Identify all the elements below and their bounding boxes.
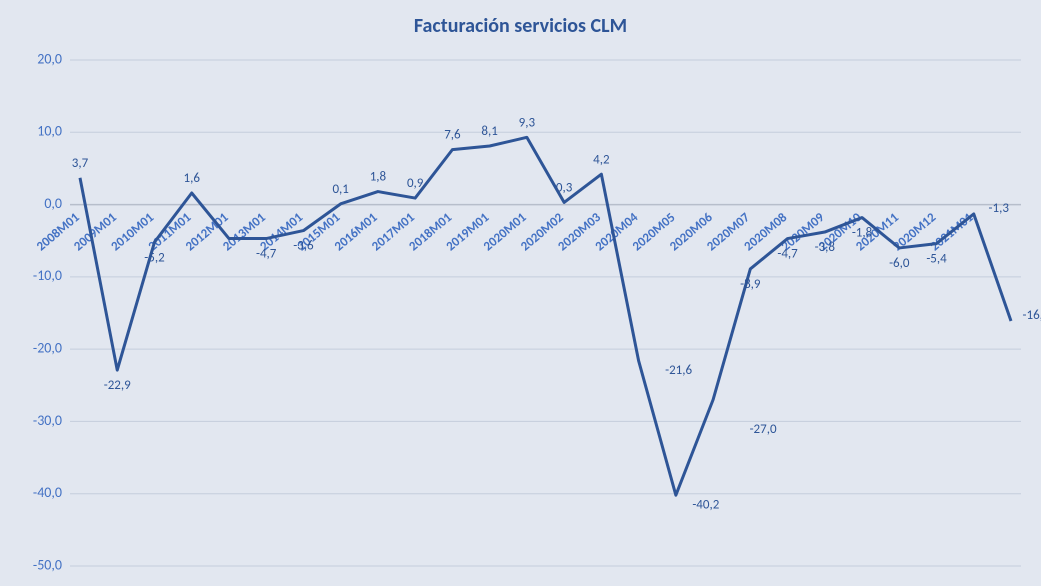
chart-title: Facturación servicios CLM xyxy=(414,14,627,38)
data-label: 8,1 xyxy=(481,124,497,139)
data-label: -16,1 xyxy=(1023,308,1041,323)
y-tick-label: -10,0 xyxy=(33,267,62,284)
data-label: 0,3 xyxy=(556,181,573,196)
data-label: -5,4 xyxy=(926,252,947,267)
data-label: 1,6 xyxy=(184,171,201,186)
y-tick-label: -20,0 xyxy=(33,339,62,356)
y-tick-label: -50,0 xyxy=(33,556,62,573)
data-label: -40,2 xyxy=(692,497,719,512)
data-label: -5,2 xyxy=(144,250,165,265)
chart-background xyxy=(0,0,1041,586)
data-label: -4,7 xyxy=(777,247,798,262)
data-label: 1,8 xyxy=(370,170,387,185)
chart-svg: 20,010,00,0-10,0-20,0-30,0-40,0-50,02008… xyxy=(0,0,1041,586)
data-label: -21,6 xyxy=(665,363,692,378)
line-chart: 20,010,00,0-10,0-20,0-30,0-40,0-50,02008… xyxy=(0,0,1041,586)
y-tick-label: 0,0 xyxy=(44,195,62,212)
data-label: -8,9 xyxy=(740,277,761,292)
data-label: 0,9 xyxy=(407,176,424,191)
y-tick-label: 20,0 xyxy=(37,50,62,67)
data-label: 0,1 xyxy=(332,182,348,197)
data-label: -3,6 xyxy=(293,239,314,254)
data-label: -1,3 xyxy=(989,201,1010,216)
data-label: 3,7 xyxy=(72,156,89,171)
data-label: -3,8 xyxy=(815,240,836,255)
data-label: 7,6 xyxy=(444,128,461,143)
y-tick-label: -30,0 xyxy=(33,412,62,429)
data-label: 4,2 xyxy=(593,152,610,167)
data-label: 9,3 xyxy=(519,115,536,130)
data-label: -22,9 xyxy=(104,378,131,393)
y-tick-label: -40,0 xyxy=(33,484,62,501)
y-tick-label: 10,0 xyxy=(37,123,62,140)
data-label: -1,8 xyxy=(852,226,873,241)
data-label: -27,0 xyxy=(750,422,777,437)
data-label: -4,7 xyxy=(256,247,277,262)
data-label: -6,0 xyxy=(889,256,910,271)
